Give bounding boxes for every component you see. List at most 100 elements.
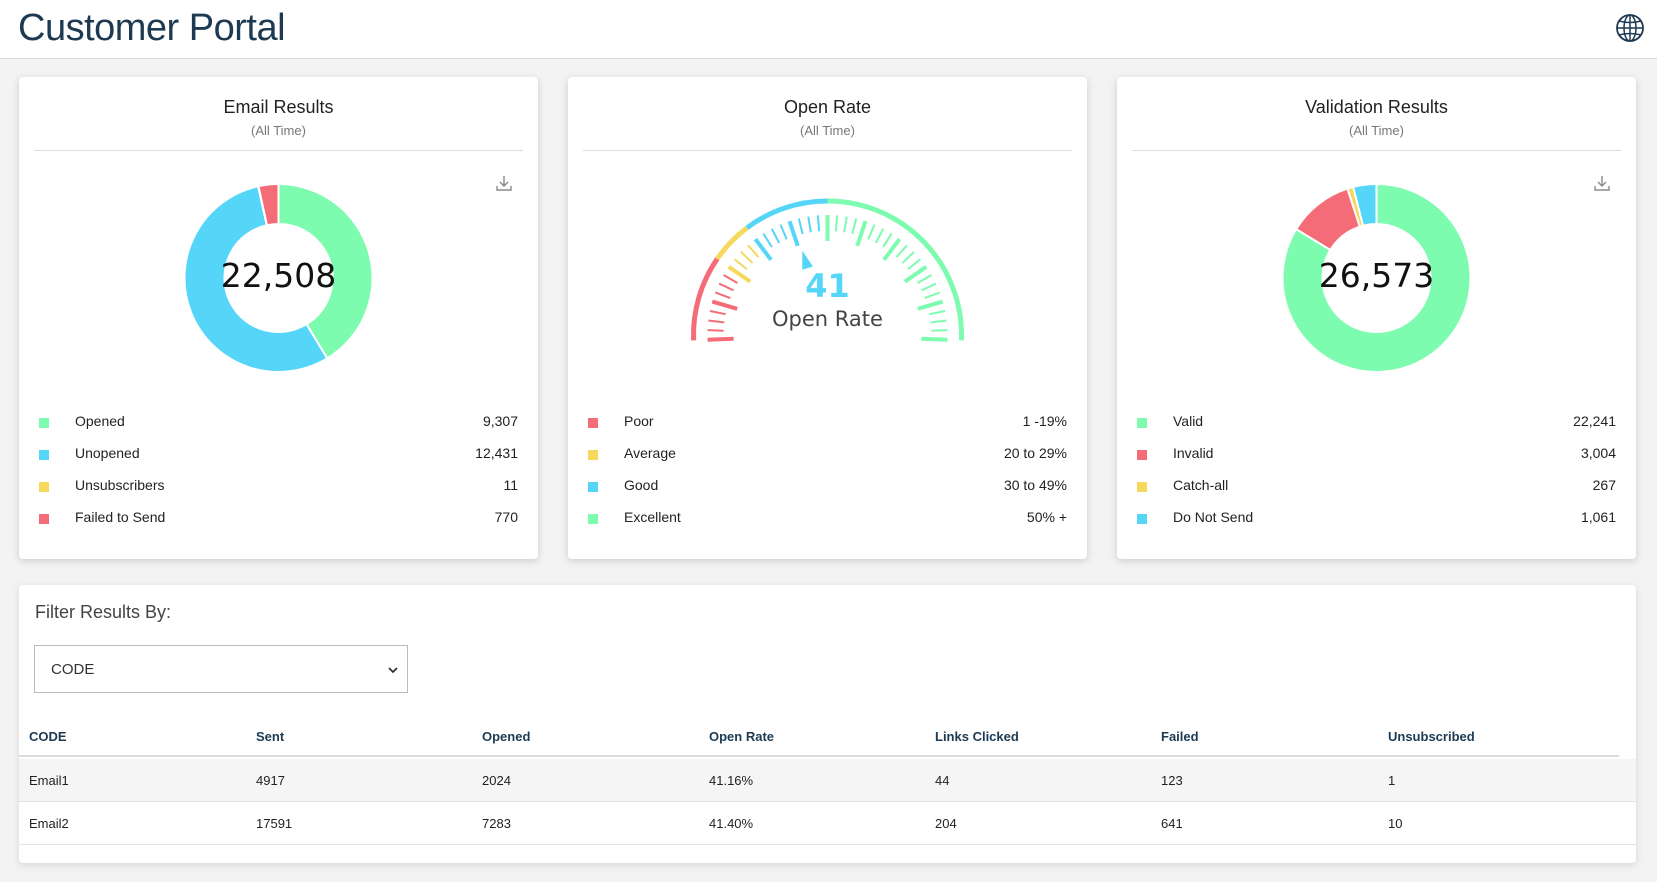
download-icon[interactable] xyxy=(1593,174,1611,192)
legend-swatch xyxy=(39,482,49,492)
table-row[interactable]: Email2 17591 7283 41.40% 204 641 10 xyxy=(19,802,1636,845)
legend-item-catch-all: Catch-all 267 xyxy=(1137,474,1616,506)
table-cell: 44 xyxy=(935,773,950,788)
gauge-tick xyxy=(779,224,788,240)
column-header-opened[interactable]: Opened xyxy=(482,729,531,744)
legend-label: Good xyxy=(624,477,659,493)
gauge-tick xyxy=(709,309,726,316)
legend-value: 12,431 xyxy=(475,445,518,461)
download-icon[interactable] xyxy=(495,174,513,192)
legend-value: 22,241 xyxy=(1573,413,1616,429)
column-header-unsubscribed[interactable]: Unsubscribed xyxy=(1388,729,1475,744)
table-cell: Email1 xyxy=(29,773,69,788)
legend-item-valid: Valid 22,241 xyxy=(1137,410,1616,442)
open-rate-subtitle: (All Time) xyxy=(800,123,855,138)
donut-slice-unopened[interactable] xyxy=(183,185,329,373)
filter-results-panel: Filter Results By: CODE CODE Sent Opened… xyxy=(19,585,1636,863)
validation-results-title: Validation Results xyxy=(1305,97,1448,117)
email-results-card: Email Results (All Time) 22,508 Opened 9… xyxy=(19,77,538,559)
app-header: Customer Portal xyxy=(0,0,1657,59)
legend-label: Unopened xyxy=(75,445,140,461)
validation-results-card: Validation Results (All Time) 26,573 Val… xyxy=(1117,77,1636,559)
legend-item-excellent: Excellent 50% + xyxy=(588,506,1067,538)
legend-swatch xyxy=(1137,482,1147,492)
globe-icon[interactable] xyxy=(1615,13,1645,43)
filter-label: Filter Results By: xyxy=(35,602,172,622)
donut-slice-valid[interactable] xyxy=(1281,182,1472,373)
table-cell: 204 xyxy=(935,816,957,831)
gauge-tick xyxy=(921,282,937,292)
open-rate-legend: Poor 1 -19% Average 20 to 29% Good 30 to… xyxy=(588,410,1067,538)
table-cell: 641 xyxy=(1161,816,1183,831)
column-header-code[interactable]: CODE xyxy=(29,729,67,744)
legend-value: 30 to 49% xyxy=(1003,477,1067,493)
donut-slice-opened[interactable] xyxy=(277,182,374,360)
column-header-sent[interactable]: Sent xyxy=(256,729,285,744)
legend-label: Excellent xyxy=(624,509,681,525)
gauge-tick xyxy=(770,228,781,244)
table-cell: 4917 xyxy=(256,773,285,788)
gauge-tick xyxy=(901,251,915,264)
table-cell: 41.40% xyxy=(709,816,754,831)
legend-swatch xyxy=(588,418,598,428)
email-results-donut xyxy=(183,182,374,373)
legend-item-good: Good 30 to 49% xyxy=(588,474,1067,506)
gauge-tick xyxy=(787,220,800,247)
open-rate-card: Open Rate (All Time) 41 Open Rate Poor 1… xyxy=(568,77,1087,559)
legend-label: Opened xyxy=(75,413,125,429)
gauge-band-3 xyxy=(827,198,964,341)
legend-value: 20 to 29% xyxy=(1003,445,1067,461)
donut-slice-do-not-send[interactable] xyxy=(1351,182,1378,227)
legend-value: 9,307 xyxy=(482,413,518,429)
gauge-tick xyxy=(723,274,738,284)
legend-swatch xyxy=(39,450,49,460)
legend-item-poor: Poor 1 -19% xyxy=(588,410,1067,442)
gauge-value: 41 xyxy=(805,267,850,305)
table-cell: 123 xyxy=(1161,773,1183,788)
legend-swatch xyxy=(1137,514,1147,524)
open-rate-gauge xyxy=(691,198,964,342)
legend-swatch xyxy=(1137,450,1147,460)
legend-label: Average xyxy=(624,445,676,461)
legend-swatch xyxy=(588,482,598,492)
gauge-tick xyxy=(882,237,902,262)
legend-value: 11 xyxy=(503,477,518,493)
open-rate-title: Open Rate xyxy=(783,97,872,117)
legend-value: 1,061 xyxy=(1580,509,1616,525)
gauge-tick xyxy=(895,244,908,258)
gauge-band-0 xyxy=(691,257,720,341)
gauge-label: Open Rate xyxy=(772,307,883,331)
legend-item-invalid: Invalid 3,004 xyxy=(1137,442,1616,474)
email-results-legend: Opened 9,307 Unopened 12,431 Unsubscribe… xyxy=(39,410,518,538)
table-cell: Email2 xyxy=(29,816,69,831)
legend-label: Catch-all xyxy=(1173,477,1229,493)
gauge-tick xyxy=(816,215,821,232)
filter-select-value: CODE xyxy=(51,661,95,678)
column-header-failed[interactable]: Failed xyxy=(1161,729,1199,744)
legend-swatch xyxy=(588,450,598,460)
legend-label: Do Not Send xyxy=(1173,509,1254,525)
table-row[interactable]: Email1 4917 2024 41.16% 44 123 1 xyxy=(19,759,1636,802)
legend-item-average: Average 20 to 29% xyxy=(588,442,1067,474)
filter-select[interactable]: CODE xyxy=(34,645,408,693)
gauge-tick xyxy=(727,265,752,284)
gauge-tick xyxy=(762,233,773,248)
gauge-tick xyxy=(834,215,839,232)
column-header-links-clicked[interactable]: Links Clicked xyxy=(935,729,1019,744)
gauge-tick xyxy=(874,228,885,244)
column-header-open-rate[interactable]: Open Rate xyxy=(709,729,775,744)
legend-value: 1 -19% xyxy=(1022,413,1067,429)
gauge-tick xyxy=(733,258,748,270)
gauge-tick xyxy=(707,336,734,342)
legend-value: 3,004 xyxy=(1580,445,1616,461)
legend-label: Unsubscribers xyxy=(75,477,165,493)
gauge-tick xyxy=(907,258,922,270)
table-cell: 17591 xyxy=(256,816,293,831)
legend-label: Poor xyxy=(624,413,654,429)
gauge-tick xyxy=(707,329,724,332)
legend-value: 267 xyxy=(1592,477,1616,493)
gauge-pointer xyxy=(802,250,813,270)
email-results-title: Email Results xyxy=(223,97,334,117)
gauge-tick xyxy=(855,220,868,247)
donut-slice-failed-to-send[interactable] xyxy=(257,182,280,227)
